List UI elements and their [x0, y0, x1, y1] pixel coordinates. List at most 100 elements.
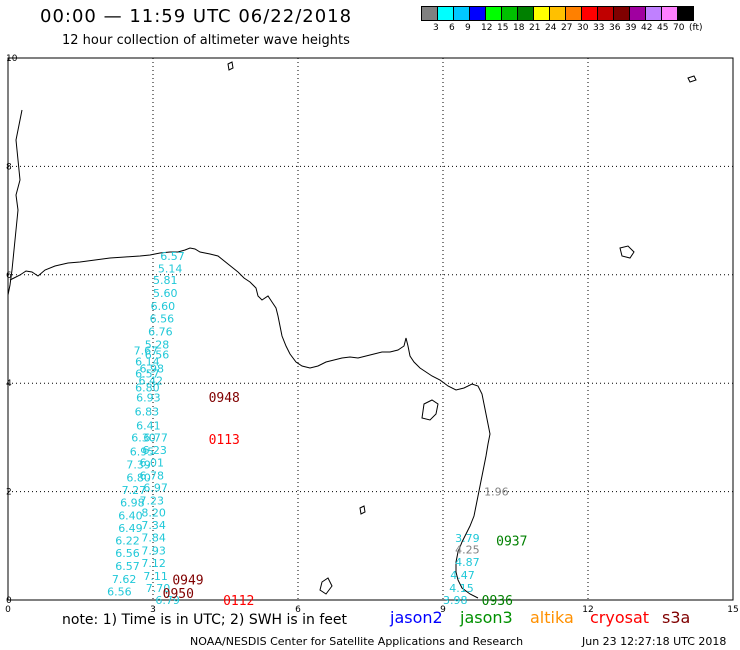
- northwest-coast: [7, 109, 23, 296]
- coastline: [7, 61, 697, 599]
- wave-height-value: 7.34: [141, 519, 166, 532]
- legend-jason2: jason2: [390, 608, 443, 627]
- wave-height-value: 6.30: [131, 431, 156, 444]
- y-tick-label: 10: [6, 54, 18, 64]
- color-scale-label: 9: [465, 23, 471, 33]
- wave-height-value: 6.79: [155, 594, 180, 607]
- wave-height-value: 6.98: [139, 363, 164, 376]
- wave-height-value: 7.67: [134, 345, 159, 358]
- wave-height-value: 4.47: [450, 569, 475, 582]
- wave-height-value: 6.57: [160, 250, 185, 263]
- wave-height-value: 5.28: [145, 339, 170, 352]
- wave-height-value: 6.80: [135, 382, 160, 395]
- color-scale-label: 6: [449, 23, 455, 33]
- wave-height-value: 7.70: [146, 582, 171, 595]
- y-tick-label: 2: [6, 488, 12, 498]
- credit-line: NOAA/NESDIS Center for Satellite Applica…: [190, 635, 524, 648]
- wave-height-value: 6.56: [107, 585, 132, 598]
- wave-height-color-scale: [421, 6, 694, 21]
- lat-lon-grid: [7, 57, 734, 601]
- wave-height-value: 6.60: [151, 300, 176, 313]
- x-tick-label: 9: [440, 605, 446, 615]
- pass-time-label: 0937: [496, 534, 527, 549]
- wave-height-value: 6.14: [135, 356, 160, 369]
- wave-height-value: 6.57: [135, 367, 160, 380]
- color-scale-label: 15: [497, 23, 509, 33]
- x-tick-label: 15: [727, 605, 738, 615]
- axis-tick-labels: 0 3 6 9 12 15 0 2 4 6 8 10: [5, 54, 739, 615]
- wave-height-value: 6.01: [139, 456, 164, 469]
- wave-height-value: 6.83: [135, 405, 160, 418]
- wave-height-value: 6.23: [142, 444, 167, 457]
- legend-s3a: s3a: [662, 608, 691, 627]
- island-small-1: [687, 75, 697, 83]
- wave-height-value: 6.98: [120, 496, 145, 509]
- color-scale-label: 70: [673, 23, 685, 33]
- color-scale-label: 3: [433, 23, 439, 33]
- pass-time-label: 0950: [163, 587, 194, 602]
- wave-height-value: 7.23: [139, 494, 164, 507]
- wave-height-value: 4.15: [449, 582, 474, 595]
- wave-height-value: 4.87: [455, 556, 480, 569]
- x-tick-label: 0: [5, 605, 11, 615]
- color-scale-label: 27: [561, 23, 573, 33]
- wave-height-value: 6.49: [118, 522, 143, 535]
- color-scale-label: 45: [657, 23, 669, 33]
- wave-height-value: 6.22: [115, 534, 140, 547]
- color-scale-unit: (ft): [689, 23, 703, 33]
- footnote: note: 1) Time is in UTC; 2) SWH is in fe…: [62, 612, 348, 628]
- wave-height-value: 7.93: [141, 545, 166, 558]
- pass-time-label: 0113: [209, 433, 240, 448]
- legend-jason3: jason3: [460, 608, 513, 627]
- x-tick-label: 12: [582, 605, 593, 615]
- color-scale-label: 24: [545, 23, 557, 33]
- color-scale-label: 33: [593, 23, 605, 33]
- pass-time-label: 0936: [482, 594, 513, 609]
- wave-height-value: 3.79: [455, 532, 480, 545]
- wave-height-value: 4.25: [455, 544, 480, 557]
- wave-height-value: 6.93: [136, 391, 161, 404]
- color-scale-label: 30: [577, 23, 589, 33]
- color-scale-label: 36: [609, 23, 621, 33]
- x-tick-label: 6: [295, 605, 301, 615]
- bioko-island: [421, 399, 439, 421]
- wave-height-value: 6.56: [145, 348, 170, 361]
- west-africa-coastline: [9, 247, 491, 599]
- wave-height-value: 5.81: [153, 274, 178, 287]
- wave-observations: 6.575.145.815.606.606.566.765.287.676.56…: [107, 250, 509, 607]
- map-title: 00:00 — 11:59 UTC 06/22/2018: [40, 6, 353, 27]
- wave-height-value: 6.80: [126, 472, 150, 485]
- map-subtitle: 12 hour collection of altimeter wave hei…: [62, 33, 350, 48]
- wave-height-value: 6.97: [143, 481, 168, 494]
- wave-height-value: 6.56: [115, 547, 140, 560]
- color-scale-label: 18: [513, 23, 525, 33]
- wave-height-value: 6.78: [139, 469, 164, 482]
- wave-height-value: 6.56: [150, 313, 175, 326]
- y-tick-label: 6: [6, 271, 12, 281]
- wave-height-value: 7.27: [122, 484, 147, 497]
- color-scale-label: 39: [625, 23, 637, 33]
- y-tick-label: 4: [6, 379, 12, 389]
- wave-height-value: 3.98: [443, 594, 468, 607]
- color-scale-label: 42: [641, 23, 653, 33]
- wave-height-value: 1.96: [484, 486, 509, 499]
- wave-height-value: 6.95: [130, 445, 155, 458]
- wave-height-value: 7.62: [112, 573, 136, 586]
- island-east: [619, 245, 635, 259]
- y-tick-label: 0: [6, 596, 12, 606]
- wave-height-value: 6.57: [115, 560, 140, 573]
- wave-height-value: 5.60: [153, 287, 178, 300]
- island-north: [227, 61, 234, 71]
- wave-height-value: 6.77: [143, 431, 168, 444]
- pass-time-label: 0112: [223, 594, 254, 609]
- pass-time-label: 0948: [209, 391, 240, 406]
- wave-height-value: 5.14: [158, 262, 183, 275]
- generated-timestamp: Jun 23 12:27:18 UTC 2018: [582, 635, 727, 648]
- y-tick-label: 8: [6, 162, 12, 172]
- sao-tome-island: [319, 577, 333, 595]
- wave-height-value: 7.39: [126, 459, 150, 472]
- x-tick-label: 3: [150, 605, 156, 615]
- color-swatch: [677, 6, 694, 21]
